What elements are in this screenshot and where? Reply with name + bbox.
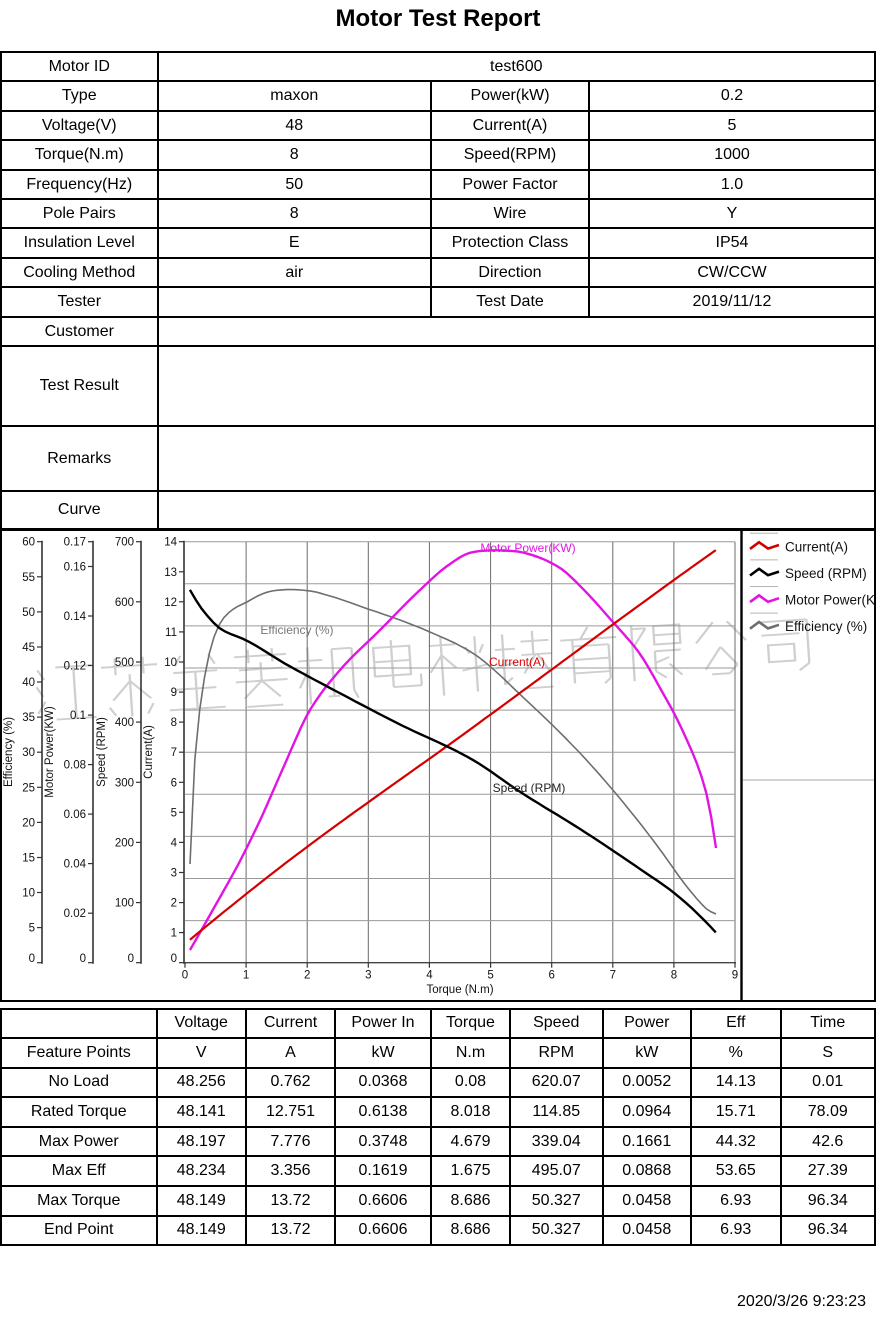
- svg-text:0.02: 0.02: [64, 908, 86, 920]
- svg-text:0.08: 0.08: [64, 760, 86, 772]
- svg-text:1: 1: [171, 928, 177, 940]
- svg-text:10: 10: [164, 657, 177, 669]
- svg-text:9: 9: [171, 687, 177, 699]
- svg-text:Motor Power(KW): Motor Power(KW): [785, 593, 874, 608]
- svg-text:200: 200: [115, 837, 134, 849]
- svg-text:Torque (N.m): Torque (N.m): [426, 984, 493, 996]
- svg-text:5: 5: [171, 807, 177, 819]
- svg-text:Motor Power(KW): Motor Power(KW): [480, 541, 575, 555]
- svg-text:45: 45: [22, 642, 35, 654]
- svg-text:0: 0: [29, 953, 35, 965]
- svg-text:0: 0: [80, 953, 86, 965]
- svg-text:7: 7: [610, 970, 616, 982]
- svg-text:13: 13: [164, 567, 177, 579]
- svg-text:0.16: 0.16: [64, 562, 86, 574]
- svg-text:20: 20: [22, 817, 35, 829]
- svg-text:2: 2: [171, 898, 177, 910]
- svg-text:0.06: 0.06: [64, 809, 86, 821]
- svg-text:300: 300: [115, 777, 134, 789]
- svg-text:6: 6: [171, 777, 177, 789]
- svg-text:5: 5: [487, 970, 493, 982]
- svg-text:0.14: 0.14: [64, 611, 87, 623]
- svg-text:7: 7: [171, 747, 177, 759]
- svg-text:Current(A): Current(A): [143, 725, 155, 779]
- svg-text:3: 3: [365, 970, 371, 982]
- svg-text:40: 40: [22, 677, 35, 689]
- svg-text:Efficiency (%): Efficiency (%): [785, 619, 867, 634]
- svg-text:0: 0: [128, 953, 134, 965]
- svg-text:14: 14: [164, 537, 177, 549]
- svg-text:0.04: 0.04: [64, 859, 87, 871]
- svg-text:11: 11: [165, 627, 177, 639]
- svg-text:Efficiency (%): Efficiency (%): [3, 717, 15, 787]
- svg-text:0.17: 0.17: [64, 537, 86, 549]
- svg-text:9: 9: [732, 970, 738, 982]
- svg-text:6: 6: [548, 970, 554, 982]
- svg-text:Current(A): Current(A): [785, 539, 848, 554]
- svg-text:0.12: 0.12: [64, 661, 86, 673]
- svg-text:600: 600: [115, 597, 134, 609]
- svg-text:Motor Power(KW): Motor Power(KW): [44, 706, 56, 798]
- svg-text:700: 700: [115, 537, 134, 549]
- svg-text:60: 60: [22, 537, 35, 549]
- svg-text:500: 500: [115, 657, 134, 669]
- svg-text:35: 35: [22, 712, 35, 724]
- svg-text:15: 15: [22, 853, 35, 865]
- svg-text:Speed (RPM): Speed (RPM): [493, 781, 566, 795]
- svg-text:4: 4: [171, 837, 178, 849]
- svg-text:0.1: 0.1: [70, 710, 86, 722]
- svg-text:55: 55: [22, 572, 35, 584]
- svg-text:Speed (RPM): Speed (RPM): [96, 717, 108, 787]
- svg-text:8: 8: [171, 717, 177, 729]
- svg-text:30: 30: [22, 747, 35, 759]
- svg-text:4: 4: [426, 970, 433, 982]
- svg-text:2: 2: [304, 970, 310, 982]
- svg-text:8: 8: [671, 970, 677, 982]
- svg-text:50: 50: [22, 607, 35, 619]
- svg-text:Current(A): Current(A): [489, 655, 545, 669]
- svg-text:0: 0: [182, 970, 188, 982]
- svg-text:10: 10: [22, 888, 35, 900]
- svg-text:1: 1: [243, 970, 249, 982]
- svg-text:3: 3: [171, 868, 177, 880]
- svg-text:12: 12: [164, 597, 177, 609]
- svg-text:0: 0: [171, 953, 177, 965]
- svg-text:5: 5: [29, 923, 35, 935]
- svg-text:100: 100: [115, 898, 134, 910]
- svg-text:Speed (RPM): Speed (RPM): [785, 566, 867, 581]
- svg-text:Efficiency (%): Efficiency (%): [260, 623, 333, 637]
- svg-text:25: 25: [22, 782, 35, 794]
- svg-text:400: 400: [115, 717, 134, 729]
